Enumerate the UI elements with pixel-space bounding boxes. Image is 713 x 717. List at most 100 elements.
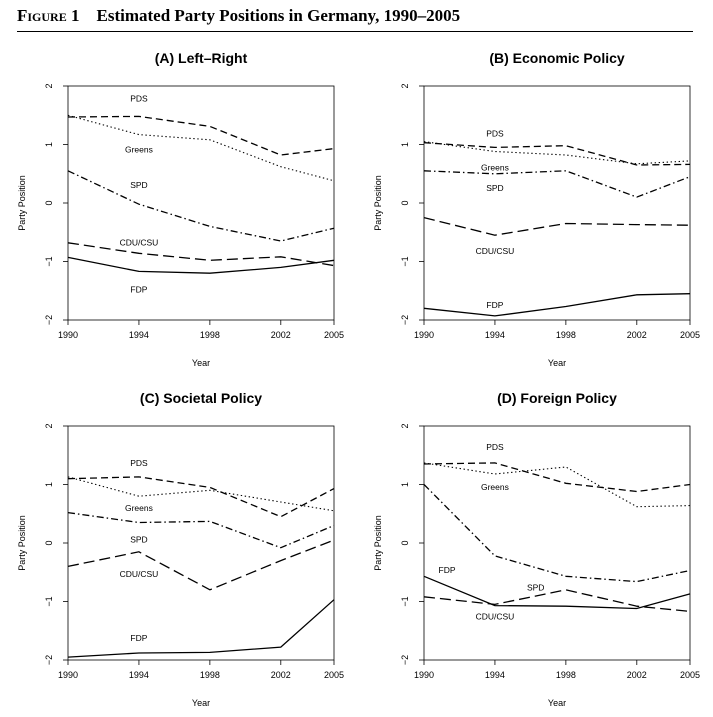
series-label-cdu-csu: CDU/CSU bbox=[476, 246, 515, 256]
y-tick-label: −2 bbox=[400, 315, 410, 325]
x-axis-label: Year bbox=[548, 358, 566, 368]
x-tick-label: 1998 bbox=[556, 670, 576, 680]
y-axis-label: Party Position bbox=[373, 515, 383, 571]
y-tick-label: 1 bbox=[400, 142, 410, 147]
y-axis-label: Party Position bbox=[17, 175, 27, 231]
series-label-cdu-csu: CDU/CSU bbox=[120, 237, 159, 247]
series-line-cdu-csu bbox=[67, 242, 335, 267]
y-tick-label: 0 bbox=[44, 200, 54, 205]
y-tick-label: 1 bbox=[44, 482, 54, 487]
y-tick-label: −2 bbox=[400, 655, 410, 665]
series-line-pds bbox=[67, 115, 335, 156]
x-tick-label: 2005 bbox=[680, 670, 700, 680]
y-axis-label: Party Position bbox=[373, 175, 383, 231]
x-tick-label: 2005 bbox=[324, 330, 344, 340]
x-axis-label: Year bbox=[192, 358, 210, 368]
series-label-cdu-csu: CDU/CSU bbox=[120, 569, 159, 579]
x-axis-label: Year bbox=[548, 698, 566, 708]
series-line-spd bbox=[67, 170, 335, 242]
x-tick-label: 1990 bbox=[414, 670, 434, 680]
x-tick-label: 2002 bbox=[271, 670, 291, 680]
chart-panel-left-right: (A) Left–Right 1990 1994 1998 2002 2005 −2 −1 0 1… bbox=[17, 50, 344, 368]
x-tick-label: 2002 bbox=[627, 330, 647, 340]
series-label-spd: SPD bbox=[486, 183, 503, 193]
series-line-fdp bbox=[423, 293, 691, 317]
chart-title: (D) Foreign Policy bbox=[497, 390, 617, 406]
series-label-fdp: FDP bbox=[130, 633, 147, 643]
series-label-pds: PDS bbox=[486, 128, 504, 138]
y-tick-label: 2 bbox=[400, 83, 410, 88]
x-tick-label: 1998 bbox=[556, 330, 576, 340]
x-tick-label: 2002 bbox=[627, 670, 647, 680]
chart-panel-economic-policy: (B) Economic Policy 1990 1994 1998 2002 2005 −… bbox=[373, 50, 700, 368]
y-tick-label: 2 bbox=[400, 423, 410, 428]
chart-title: (C) Societal Policy bbox=[140, 390, 262, 406]
series-line-spd bbox=[67, 511, 335, 549]
series-label-pds: PDS bbox=[486, 442, 504, 452]
series-label-pds: PDS bbox=[130, 93, 148, 103]
y-tick-label: 2 bbox=[44, 423, 54, 428]
series-line-fdp bbox=[423, 575, 691, 610]
series-label-fdp: FDP bbox=[439, 565, 456, 575]
x-axis-label: Year bbox=[192, 698, 210, 708]
x-tick-label: 1994 bbox=[485, 670, 505, 680]
x-tick-label: 1990 bbox=[58, 330, 78, 340]
series-label-pds: PDS bbox=[130, 458, 148, 468]
x-tick-label: 1990 bbox=[414, 330, 434, 340]
y-tick-label: −1 bbox=[400, 256, 410, 266]
y-axis-label: Party Position bbox=[17, 515, 27, 571]
figure-label: Figure 1 bbox=[17, 6, 80, 25]
series-label-fdp: FDP bbox=[130, 284, 147, 294]
y-tick-label: −2 bbox=[44, 315, 54, 325]
figure-title: Figure 1 Estimated Party Positions in Ge… bbox=[17, 6, 460, 26]
series-line-cdu-csu bbox=[423, 216, 691, 236]
series-label-spd: SPD bbox=[130, 180, 147, 190]
y-tick-label: 0 bbox=[400, 200, 410, 205]
series-line-greens bbox=[67, 476, 335, 512]
y-tick-label: −1 bbox=[44, 596, 54, 606]
x-tick-label: 1994 bbox=[129, 670, 149, 680]
y-tick-label: −1 bbox=[44, 256, 54, 266]
series-line-greens bbox=[67, 114, 335, 182]
series-line-fdp bbox=[67, 599, 335, 658]
series-label-spd: SPD bbox=[130, 535, 147, 545]
chart-title: (A) Left–Right bbox=[155, 50, 248, 66]
figure-header: Figure 1 Estimated Party Positions in Ge… bbox=[0, 0, 713, 40]
y-tick-label: −1 bbox=[400, 596, 410, 606]
y-tick-label: 1 bbox=[400, 482, 410, 487]
plot-frame bbox=[67, 425, 335, 661]
series-line-spd bbox=[423, 484, 691, 583]
chart-panel-foreign-policy: (D) Foreign Policy 1990 1994 1998 2002 2005 −2… bbox=[373, 390, 700, 708]
series-label-spd: SPD bbox=[527, 583, 544, 593]
chart-title: (B) Economic Policy bbox=[489, 50, 625, 66]
plot-frame bbox=[423, 85, 691, 321]
series-line-spd bbox=[423, 170, 691, 198]
y-tick-label: 0 bbox=[44, 540, 54, 545]
x-tick-label: 1998 bbox=[200, 330, 220, 340]
series-line-cdu-csu bbox=[67, 539, 335, 591]
figure-heading: Estimated Party Positions in Germany, 19… bbox=[96, 6, 461, 25]
plot-frame bbox=[423, 425, 691, 661]
series-label-greens: Greens bbox=[125, 145, 153, 155]
y-tick-label: 0 bbox=[400, 540, 410, 545]
x-tick-label: 1998 bbox=[200, 670, 220, 680]
x-tick-label: 2005 bbox=[324, 670, 344, 680]
series-label-cdu-csu: CDU/CSU bbox=[476, 611, 515, 621]
series-line-fdp bbox=[67, 256, 335, 274]
chart-panel-societal-policy: (C) Societal Policy 1990 1994 1998 2002 2005 −… bbox=[17, 390, 344, 708]
x-tick-label: 2002 bbox=[271, 330, 291, 340]
y-tick-label: 2 bbox=[44, 83, 54, 88]
plot-frame bbox=[67, 85, 335, 321]
series-label-fdp: FDP bbox=[486, 300, 503, 310]
y-tick-label: 1 bbox=[44, 142, 54, 147]
series-label-greens: Greens bbox=[481, 482, 509, 492]
series-line-pds bbox=[423, 462, 691, 493]
series-label-greens: Greens bbox=[125, 503, 153, 513]
x-tick-label: 1994 bbox=[129, 330, 149, 340]
series-line-pds bbox=[67, 476, 335, 518]
series-line-cdu-csu bbox=[423, 589, 691, 613]
y-tick-label: −2 bbox=[44, 655, 54, 665]
series-line-greens bbox=[423, 462, 691, 508]
x-tick-label: 1994 bbox=[485, 330, 505, 340]
x-tick-label: 2005 bbox=[680, 330, 700, 340]
